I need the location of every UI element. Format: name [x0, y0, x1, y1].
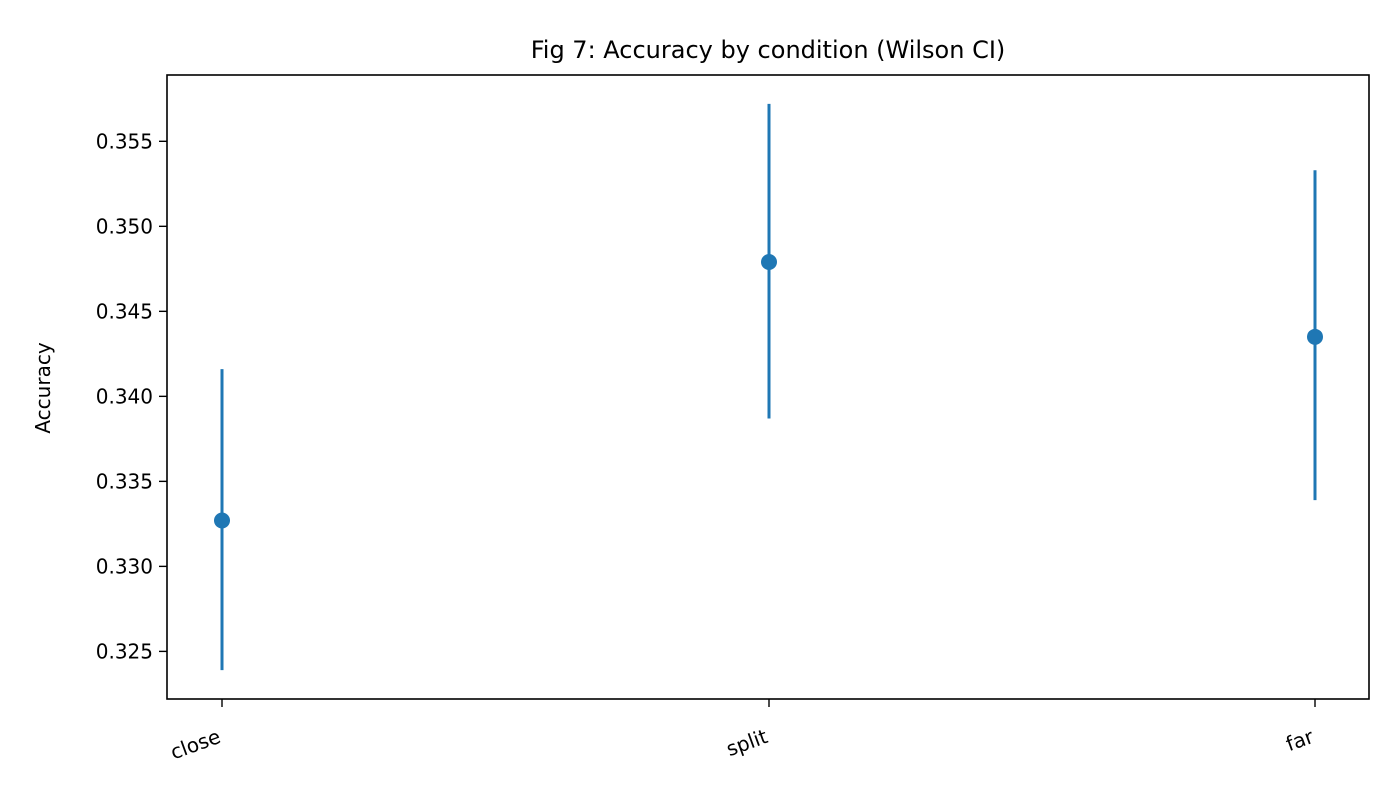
- y-tick-label: 0.325: [96, 639, 153, 663]
- x-tick-label: split: [723, 724, 771, 761]
- y-tick-label: 0.350: [96, 214, 153, 238]
- x-tick-label: close: [167, 724, 224, 764]
- data-point: [761, 254, 777, 271]
- x-axis-ticks: close split far: [167, 699, 1317, 764]
- data-point: [214, 512, 230, 529]
- y-axis-label: Accuracy: [31, 342, 55, 433]
- x-tick-label: far: [1283, 724, 1318, 756]
- y-tick-label: 0.345: [96, 299, 153, 323]
- y-axis-ticks: 0.325 0.330 0.335 0.340 0.345 0.350 0.355: [96, 129, 167, 663]
- y-tick-label: 0.340: [96, 384, 153, 408]
- data-point: [1307, 328, 1323, 345]
- chart-title: Fig 7: Accuracy by condition (Wilson CI): [531, 36, 1006, 64]
- y-tick-label: 0.355: [96, 129, 153, 153]
- y-tick-label: 0.330: [96, 554, 153, 578]
- y-tick-label: 0.335: [96, 469, 153, 493]
- plot-frame: [166, 74, 1370, 700]
- series-group: [214, 103, 1323, 671]
